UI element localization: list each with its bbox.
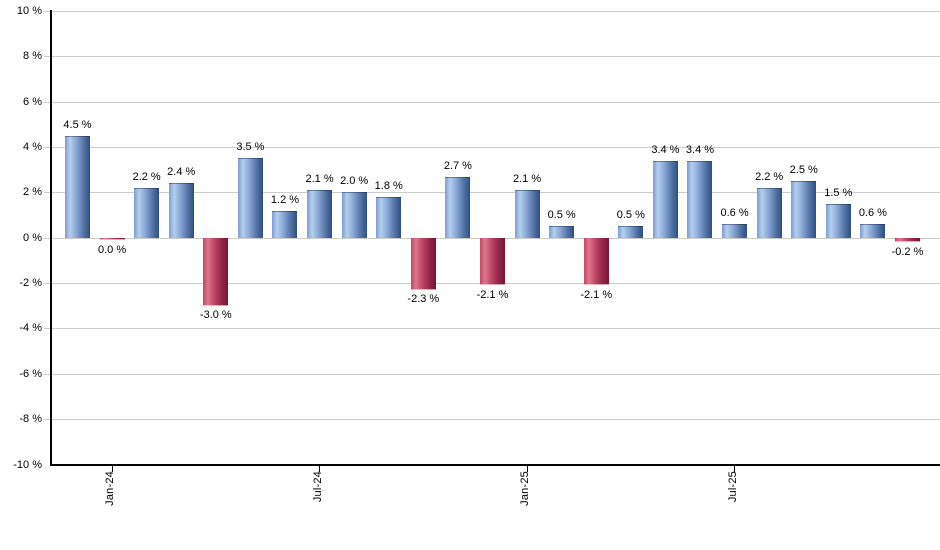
y-axis-line — [50, 10, 52, 466]
y-axis-tick-label: -10 % — [13, 458, 42, 471]
y-axis-tick-label: 2 % — [23, 186, 42, 199]
bar-value-label: 2.1 % — [305, 173, 334, 186]
y-axis-tick-label: 8 % — [23, 50, 42, 63]
x-axis-tick-label: Jan-25 — [519, 470, 532, 506]
gridline — [44, 373, 940, 375]
gridline — [44, 56, 940, 58]
bar-value-label: -0.2 % — [891, 245, 924, 258]
gridline — [44, 192, 940, 194]
y-axis-tick-label: 10 % — [16, 5, 42, 17]
bar — [514, 190, 540, 238]
x-axis-tick-label: Jul-25 — [726, 470, 739, 502]
bar-value-label: 2.2 % — [132, 170, 161, 183]
y-axis-tick-label: -6 % — [19, 367, 42, 380]
bar — [168, 183, 194, 238]
bar-value-label: 1.5 % — [824, 186, 853, 199]
bar — [134, 187, 160, 238]
y-axis-tick-label: 6 % — [23, 95, 42, 108]
bar — [376, 196, 402, 238]
bar — [307, 190, 333, 238]
bar-value-label: 0.5 % — [616, 209, 645, 222]
bar — [445, 176, 471, 238]
y-axis-tick-label: -8 % — [19, 413, 42, 426]
bar-value-label: 4.5 % — [63, 118, 92, 131]
bar-value-label: 3.5 % — [236, 141, 265, 154]
x-axis-tick — [111, 465, 113, 472]
bar — [549, 226, 575, 238]
bar-value-label: -2.3 % — [407, 293, 440, 306]
bar — [860, 224, 886, 238]
bar — [203, 237, 229, 306]
gridline — [44, 419, 940, 421]
bar-value-label: -2.1 % — [580, 288, 613, 301]
gridline — [44, 147, 940, 149]
bar-value-label: 0.0 % — [98, 243, 127, 256]
bar — [722, 224, 748, 238]
bar — [341, 192, 367, 238]
x-axis-tick — [526, 465, 528, 472]
gridline — [44, 11, 940, 12]
bar — [479, 237, 505, 286]
x-axis-line — [50, 463, 940, 466]
x-axis-tick — [319, 465, 321, 472]
bar — [791, 181, 817, 238]
bar-value-label: -3.0 % — [199, 309, 232, 322]
y-axis-tick-label: 4 % — [23, 141, 42, 154]
bar — [272, 210, 298, 238]
bar — [99, 237, 125, 241]
bar — [583, 237, 609, 286]
bar — [756, 187, 782, 238]
bar — [825, 203, 851, 238]
x-axis-tick-label: Jul-24 — [311, 470, 324, 502]
bar-value-label: 2.2 % — [755, 170, 784, 183]
bar — [65, 135, 90, 238]
x-axis-tick-label: Jan-24 — [104, 470, 117, 506]
bar-value-label: -2.1 % — [476, 288, 509, 301]
bar-value-label: 2.7 % — [443, 159, 472, 172]
x-axis-tick — [734, 465, 736, 472]
bar — [618, 226, 644, 238]
bar-value-label: 2.4 % — [167, 166, 196, 179]
bar-value-label: 0.5 % — [547, 209, 576, 222]
bar — [237, 158, 263, 238]
bar-value-label: 1.8 % — [374, 179, 403, 192]
bar — [410, 237, 436, 290]
bar-value-label: 0.6 % — [720, 207, 749, 220]
bar — [687, 160, 713, 238]
y-axis-tick-label: -4 % — [19, 322, 42, 335]
bar — [652, 160, 678, 238]
bar-value-label: 2.0 % — [340, 175, 369, 188]
bar-value-label: 1.2 % — [270, 193, 300, 206]
y-axis-tick-label: 0 % — [23, 231, 42, 244]
gridline — [44, 328, 940, 330]
bar — [894, 237, 920, 243]
y-axis-tick-label: -2 % — [19, 277, 42, 290]
bar-value-label: 3.4 % — [685, 143, 715, 156]
gridline — [44, 101, 940, 103]
bar-value-label: 2.5 % — [789, 164, 818, 177]
bar-value-label: 2.1 % — [513, 173, 542, 186]
bar-value-label: 3.4 % — [651, 143, 680, 156]
bar-value-label: 0.6 % — [858, 207, 887, 220]
